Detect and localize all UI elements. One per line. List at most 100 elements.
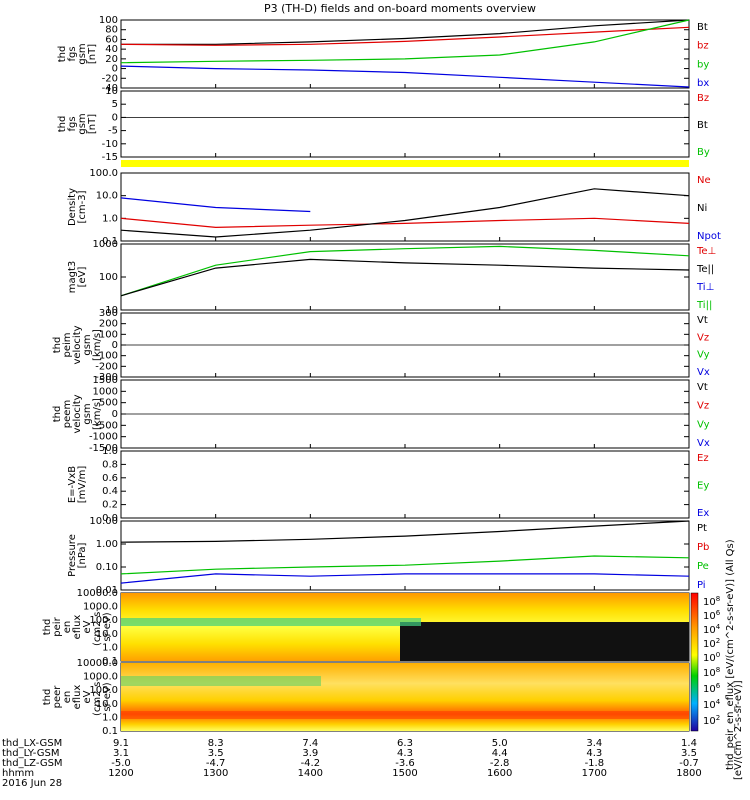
- row-value: 1200: [108, 768, 133, 779]
- row-value: -2.8: [490, 758, 510, 769]
- row-value: 3.5: [681, 748, 697, 759]
- row-value: 7.4: [302, 738, 318, 749]
- colorbar-tick-label: 108: [703, 595, 720, 608]
- trace-fgs_mag-bx: [120, 65, 690, 88]
- y-axis-label: eV: [82, 690, 93, 703]
- y-tick-label: 1000.0: [83, 602, 118, 613]
- y-axis-label: thd: [57, 46, 68, 63]
- y-axis-label: [nT]: [87, 114, 98, 134]
- y-tick-label: 1.0: [102, 213, 118, 224]
- y-tick-label: -10: [102, 139, 118, 150]
- electron-spectrogram-low-energy-band: [121, 711, 689, 719]
- y-tick-label: -200: [95, 361, 118, 372]
- y-tick-label: 60: [105, 34, 118, 45]
- legend-Vx: Vx: [697, 438, 710, 449]
- figure-title: P3 (TH-D) fields and on-board moments ov…: [264, 2, 536, 15]
- y-tick-label: 0.1: [102, 236, 118, 247]
- row-value: 4.3: [586, 748, 602, 759]
- legend-Ex: Ex: [697, 508, 709, 519]
- y-tick-label: 10.0: [96, 629, 118, 640]
- row-value: 1800: [676, 768, 701, 779]
- y-axis-label: gsm: [82, 403, 93, 424]
- colorbar-tick-label: 108: [703, 666, 720, 679]
- y-tick-label: 1000: [93, 239, 118, 250]
- y-tick-label: 0.01: [96, 585, 118, 596]
- y-axis-label: E=-VxB: [67, 466, 78, 503]
- y-tick-label: -1500: [89, 443, 118, 454]
- y-tick-label: 1.0: [102, 446, 118, 457]
- panel-efield: 1.0 0.8 0.6 0.4 0.2 0.0 E=-VxB [mV/m] Ez Ey Ex: [67, 446, 709, 524]
- y-tick-label: 0.8: [102, 459, 118, 470]
- panel-frame: [120, 243, 690, 311]
- panel-frame: [120, 90, 690, 158]
- legend-Bz: Bz: [697, 93, 709, 104]
- row-value: 5.0: [492, 738, 508, 749]
- trace-density-Npot: [121, 173, 594, 212]
- y-tick-label: -1000: [89, 432, 118, 443]
- row-value: 1.4: [681, 738, 697, 749]
- row-value: -5.0: [111, 758, 131, 769]
- panel-temperature: 1000 100 10 magt3 [eV] Te⊥ Te|| Ti⊥ Ti||: [67, 239, 716, 316]
- y-tick-label: 40: [105, 44, 118, 55]
- y-axis-label: thd: [42, 619, 53, 636]
- y-axis-label: [km/s]: [92, 398, 103, 430]
- legend-Te⊥: Te⊥: [696, 246, 716, 257]
- row-value: 9.1: [113, 738, 129, 749]
- y-tick-label: 0: [112, 64, 118, 75]
- colorbar-label-top: thd_peir_en_eflux [eV/(cm^2-s-sr-eV)] (A…: [725, 539, 736, 770]
- row-value: -0.7: [679, 758, 699, 769]
- y-axis-label: [nT]: [87, 44, 98, 64]
- row-header: thd_LX-GSM: [2, 738, 62, 749]
- y-tick-label: 0.4: [102, 486, 118, 497]
- row-value: 1300: [203, 768, 228, 779]
- y-tick-label: 0.1: [102, 726, 118, 737]
- legend-Te||: Te||: [696, 264, 714, 275]
- legend-bx: bx: [697, 78, 709, 89]
- electron-spectrogram: [121, 663, 689, 731]
- y-axis-label: sr-eV): [102, 612, 113, 641]
- row-header: thd_LZ-GSM: [2, 758, 63, 769]
- trace-fgs_mag-Bt: [121, 19, 690, 45]
- row-value: -3.6: [395, 758, 415, 769]
- y-tick-label: 10: [105, 305, 118, 316]
- y-axis-label: sr-eV): [102, 682, 113, 711]
- legend-Vx: Vx: [697, 367, 710, 378]
- y-tick-label: 500: [99, 398, 118, 409]
- row-value: 3.9: [302, 748, 318, 759]
- y-tick-label: 1.0: [102, 712, 118, 723]
- row-value: -4.7: [206, 758, 226, 769]
- panel-pressure: 10.00 1.00 0.10 0.01 Pressure [nPa] Pt Pb Pe Pi: [67, 516, 709, 596]
- y-axis-label: gsm: [77, 113, 88, 134]
- colorbar-tick-label: 106: [703, 609, 721, 622]
- y-tick-label: 80: [105, 25, 118, 36]
- colorbar-tick-label: 100: [703, 651, 720, 664]
- y-axis-label: thd: [42, 689, 53, 706]
- y-axis-label: Density: [67, 188, 78, 226]
- y-tick-label: 0.6: [102, 473, 118, 484]
- row-header: 2016 Jun 28: [2, 778, 62, 789]
- y-axis-label: eV: [82, 620, 93, 633]
- row-value: 3.5: [208, 748, 224, 759]
- colorbar-tick-label: 104: [703, 623, 721, 636]
- y-tick-label: 1000.0: [83, 672, 118, 683]
- colorbar-tick-label: 102: [703, 637, 720, 650]
- y-tick-label: -40: [102, 83, 118, 94]
- legend-Vt: Vt: [697, 315, 708, 326]
- trace-pressure-Pe: [120, 555, 690, 575]
- panel-frame: [120, 450, 690, 519]
- legend-Ni: Ni: [697, 203, 707, 214]
- y-axis-label: gsm: [82, 334, 93, 355]
- y-tick-label: -500: [95, 420, 118, 431]
- legend-by: by: [697, 59, 709, 70]
- y-tick-label: 0: [112, 340, 118, 351]
- y-tick-label: 0: [112, 409, 118, 420]
- row-value: 3.1: [113, 748, 129, 759]
- legend-By: By: [697, 147, 710, 158]
- legend-Bt: Bt: [697, 22, 708, 33]
- legend-Pt: Pt: [697, 523, 707, 534]
- ion-spectrogram-green-band: [121, 618, 421, 626]
- row-value: -4.2: [301, 758, 321, 769]
